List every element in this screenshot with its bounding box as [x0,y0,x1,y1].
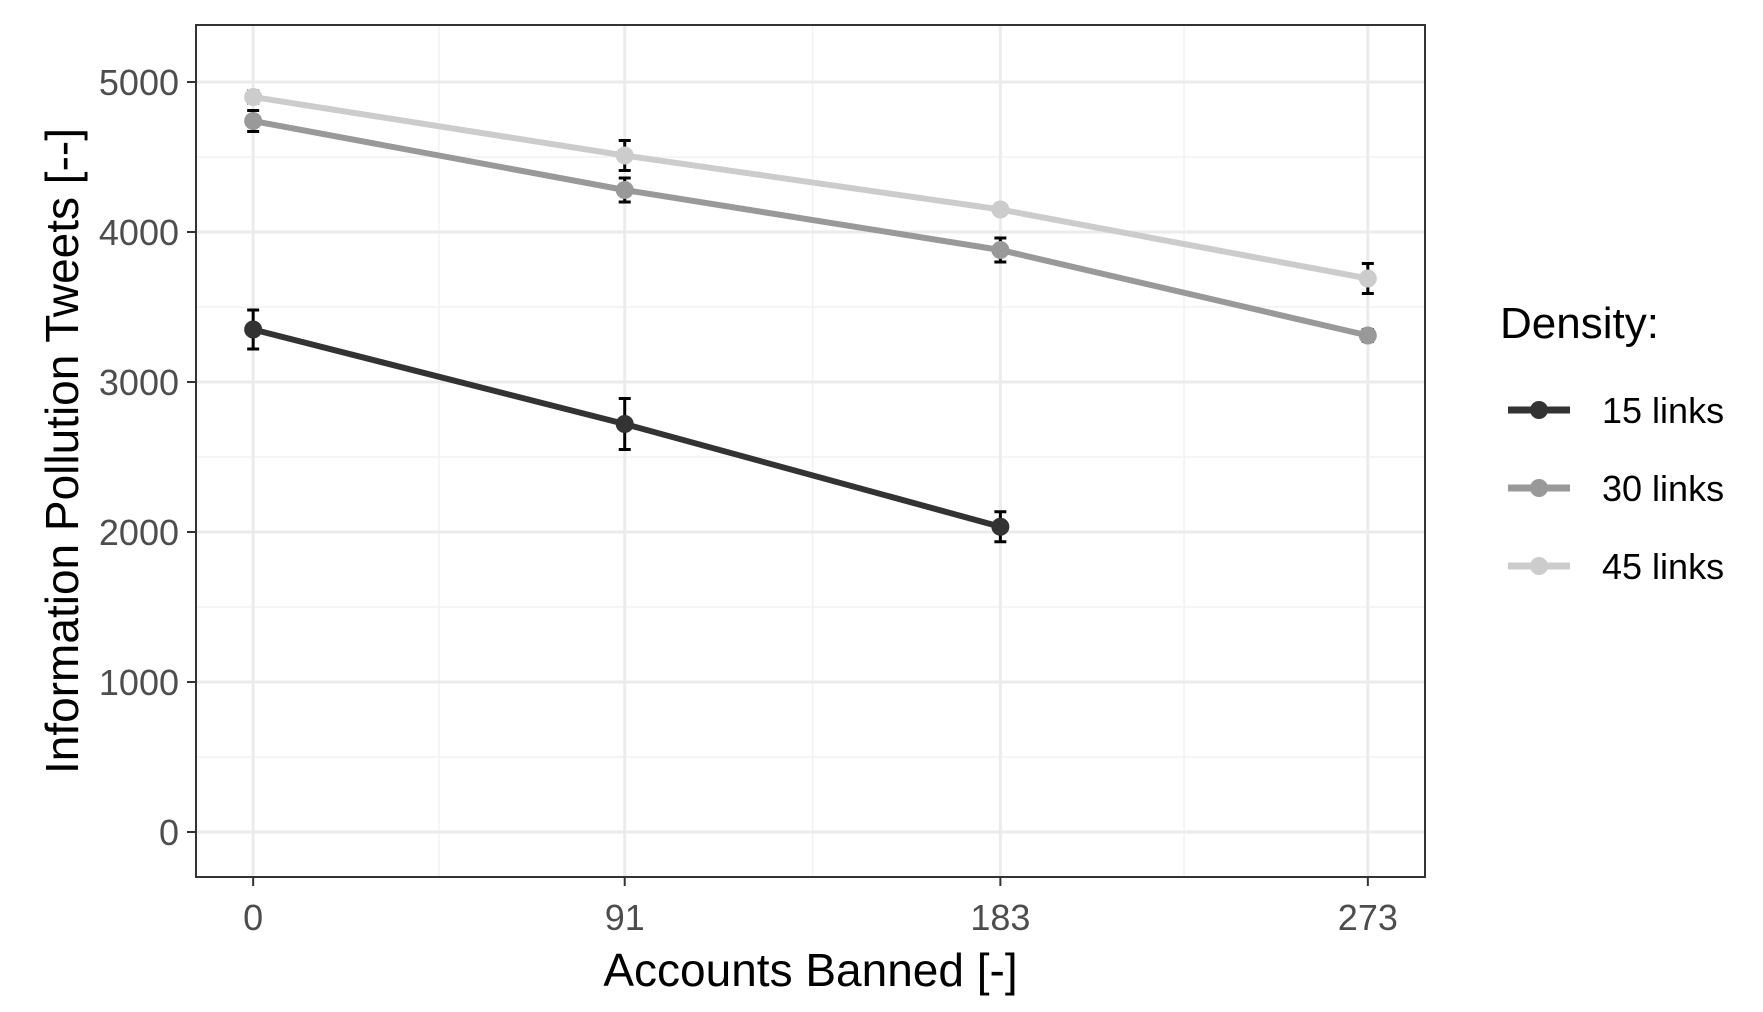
y-tick-label: 5000 [99,62,179,103]
major-gridlines [196,25,1425,877]
legend-items: 15 links 30 links 45 links [1508,390,1724,587]
legend-item: 45 links [1508,546,1724,587]
data-point [1358,269,1377,288]
x-tick-label: 273 [1338,897,1398,938]
plot-panel-border [195,24,1426,878]
y-tick-label: 2000 [99,512,179,553]
data-point [991,241,1010,259]
legend-label: 30 links [1602,468,1724,509]
y-axis-title: Information Pollution Tweets [--] [36,128,88,774]
data-point [615,415,634,433]
data-point [1358,326,1377,345]
data-point [244,112,263,130]
legend: Density: 15 links 30 links 45 links [1500,299,1724,587]
data-point [244,88,263,106]
legend-key-point [1530,557,1548,575]
y-axis-tick-labels: 0 1000 2000 3000 4000 5000 [99,62,179,853]
series-45-links [244,88,1377,295]
y-tick-label: 4000 [99,212,179,253]
x-tick-label: 183 [970,897,1030,938]
axis-ticks [187,81,1369,886]
x-tick-label: 91 [605,897,645,938]
legend-item: 30 links [1508,468,1724,509]
x-axis-tick-labels: 0 91 183 273 [243,897,1398,938]
minor-gridlines [196,25,1425,877]
legend-key-point [1530,479,1548,497]
legend-key-point [1530,401,1548,419]
series-15-links [244,308,1010,544]
legend-title: Density: [1500,299,1659,348]
series-line [252,94,1369,282]
legend-item: 15 links [1508,390,1724,431]
legend-label: 45 links [1602,546,1724,587]
data-point [991,200,1010,219]
legend-label: 15 links [1602,390,1724,431]
y-tick-label: 1000 [99,662,179,703]
series-30-links [244,109,1377,345]
x-axis-title: Accounts Banned [-] [603,944,1017,996]
series-layer [244,88,1377,544]
data-point [991,517,1010,536]
data-point [615,146,634,165]
y-tick-label: 3000 [99,362,179,403]
x-tick-label: 0 [243,897,263,938]
y-tick-label: 0 [159,812,179,853]
data-point [615,181,634,199]
data-point [244,320,263,339]
series-line [252,118,1369,339]
